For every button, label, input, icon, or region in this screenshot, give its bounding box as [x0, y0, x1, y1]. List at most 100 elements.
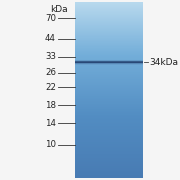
Bar — [75, 103, 143, 104]
Bar — [75, 77, 143, 78]
Bar — [75, 60, 143, 61]
Bar — [75, 73, 143, 74]
Bar — [75, 46, 143, 47]
Bar — [75, 55, 143, 56]
Bar — [75, 147, 143, 148]
Bar — [75, 110, 143, 111]
Bar — [75, 45, 143, 46]
Bar — [75, 5, 143, 6]
Bar — [75, 4, 143, 5]
Text: 26: 26 — [45, 68, 56, 77]
Bar — [75, 65, 143, 66]
Bar — [75, 169, 143, 170]
Bar — [75, 72, 143, 73]
Bar — [75, 114, 143, 115]
Bar — [75, 156, 143, 157]
Bar — [75, 91, 143, 92]
Bar — [75, 16, 143, 17]
Bar — [75, 164, 143, 165]
Bar — [75, 68, 143, 69]
Bar — [75, 130, 143, 131]
Bar — [75, 144, 143, 145]
Text: 22: 22 — [45, 83, 56, 92]
Bar — [75, 90, 143, 91]
Bar — [75, 45, 143, 46]
Text: 44: 44 — [45, 34, 56, 43]
Bar — [75, 53, 143, 54]
Bar — [75, 163, 143, 164]
Bar — [75, 63, 143, 64]
Bar — [75, 87, 143, 88]
Bar — [75, 10, 143, 11]
Bar — [75, 15, 143, 16]
Bar — [75, 28, 143, 29]
Bar — [75, 70, 143, 71]
Bar — [75, 148, 143, 149]
Bar — [75, 176, 143, 177]
Text: 33: 33 — [45, 52, 56, 61]
Bar — [75, 99, 143, 100]
Bar — [75, 161, 143, 162]
Bar — [75, 136, 143, 137]
Bar — [75, 151, 143, 152]
Bar — [75, 93, 143, 94]
Bar — [75, 111, 143, 112]
Bar — [75, 42, 143, 43]
Bar — [75, 56, 143, 57]
Bar — [75, 76, 143, 77]
Bar — [75, 132, 143, 133]
Bar — [75, 106, 143, 107]
Bar — [75, 135, 143, 136]
Bar — [75, 130, 143, 131]
Bar — [75, 86, 143, 87]
Bar — [75, 18, 143, 19]
Bar — [75, 138, 143, 139]
Bar — [75, 25, 143, 26]
Bar — [75, 160, 143, 161]
Bar — [75, 65, 143, 66]
Bar — [75, 106, 143, 107]
Bar — [75, 107, 143, 108]
Bar — [75, 11, 143, 12]
Bar — [75, 30, 143, 31]
Bar — [75, 136, 143, 137]
Text: 14: 14 — [45, 119, 56, 128]
Bar — [75, 129, 143, 130]
Bar — [75, 170, 143, 171]
Bar — [75, 82, 143, 83]
Bar — [75, 117, 143, 118]
Bar — [75, 64, 143, 65]
Bar — [75, 162, 143, 163]
Bar — [75, 153, 143, 154]
Bar — [75, 124, 143, 125]
Bar — [75, 86, 143, 87]
Bar — [75, 127, 143, 128]
Bar — [75, 61, 143, 62]
Bar — [75, 31, 143, 32]
Bar — [75, 150, 143, 151]
Bar — [75, 22, 143, 23]
Bar — [75, 175, 143, 176]
Bar — [75, 84, 143, 85]
Bar — [75, 118, 143, 119]
Bar — [75, 39, 143, 40]
Bar — [75, 169, 143, 170]
Bar — [75, 128, 143, 129]
Bar — [75, 17, 143, 18]
Bar — [75, 97, 143, 98]
Bar — [75, 134, 143, 135]
Bar — [75, 135, 143, 136]
Bar — [75, 146, 143, 147]
Bar — [75, 13, 143, 14]
Bar — [75, 89, 143, 90]
Bar — [75, 133, 143, 134]
Bar — [75, 26, 143, 27]
Bar — [75, 23, 143, 24]
Bar — [75, 103, 143, 104]
Bar — [75, 156, 143, 157]
Bar — [75, 149, 143, 150]
Bar — [75, 162, 143, 163]
Bar — [75, 137, 143, 138]
Bar — [75, 172, 143, 173]
Bar — [75, 37, 143, 38]
